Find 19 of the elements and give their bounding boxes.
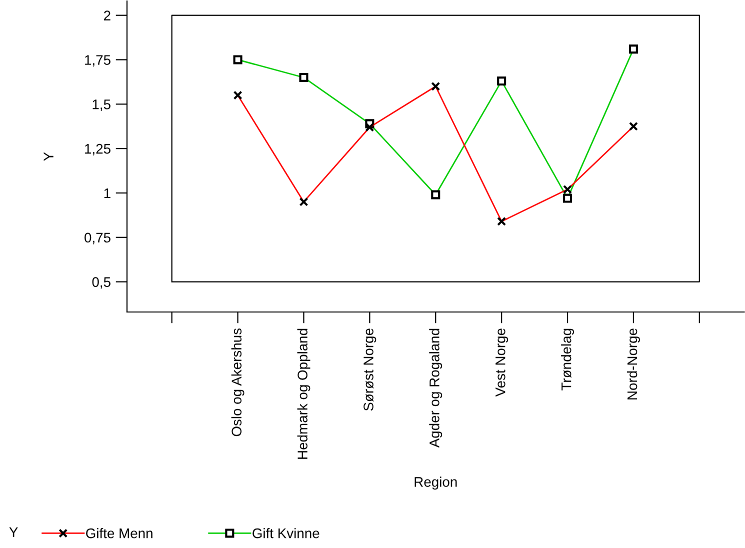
y-axis-title: Y (44, 152, 54, 161)
legend-label: Gifte Menn (86, 528, 152, 538)
legend-label: Gift Kvinne (252, 528, 320, 538)
y-tick-label: 0,5 (92, 277, 110, 289)
x-tick-label: Trøndelag (561, 328, 574, 390)
y-tick-label: 2 (104, 10, 110, 20)
x-tick-label: Nord-Norge (626, 328, 640, 400)
x-tick-label: Oslo og Akershus (231, 328, 244, 436)
x-tick-label: Agder og Rogaland (429, 328, 442, 448)
x-tick-label: Hedmark og Oppland (297, 328, 310, 459)
x-tick-label: Vest Norge (496, 328, 508, 397)
legend-title: Y (9, 527, 18, 537)
y-tick-label: 1,75 (85, 55, 110, 67)
y-tick-label: 1,25 (85, 144, 110, 156)
y-tick-label: 1,5 (92, 100, 110, 111)
x-tick-label: Sørøst Norge (364, 328, 376, 411)
x-axis-title: Region (414, 476, 457, 490)
y-tick-label: 1 (104, 188, 110, 198)
y-tick-label: 0,75 (84, 232, 110, 244)
